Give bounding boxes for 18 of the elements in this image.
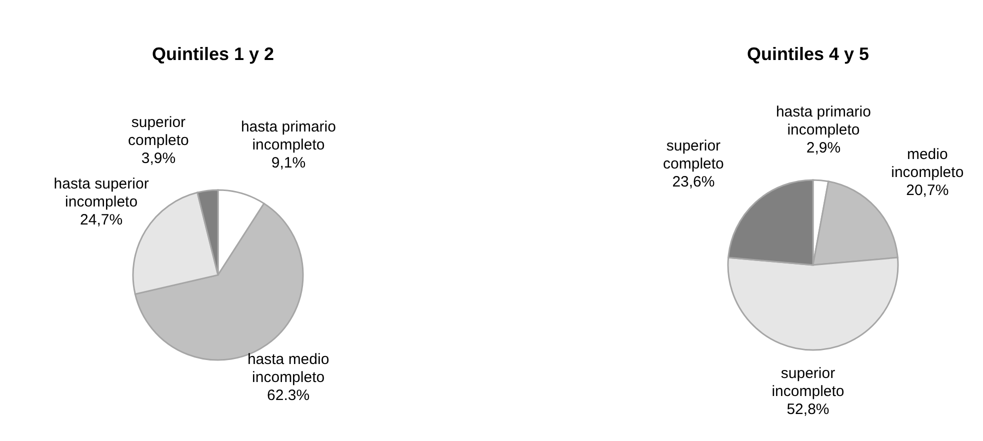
slice-label: superior incompleto (772, 364, 844, 400)
data-label: 9,1% (271, 154, 306, 171)
slice-label: superior completo (128, 113, 189, 148)
slice-label: hasta primario incompleto (776, 103, 871, 138)
slice-label: medio incompleto (891, 145, 964, 180)
slice-label: hasta superior incompleto (54, 175, 149, 210)
data-label: 62.3% (267, 386, 310, 404)
data-label: 52,8% (786, 400, 830, 418)
chart-title: Quintiles 4 y 5 (746, 44, 870, 65)
data-label: 20,7% (906, 181, 949, 198)
slice-label: superior completo (663, 136, 724, 172)
data-label: 23,6% (672, 172, 715, 190)
chart-title: Quintiles 1 y 2 (150, 44, 276, 65)
data-label: 24,7% (80, 211, 123, 228)
slice-label: hasta medio incompleto (247, 350, 330, 386)
data-label: 3,9% (141, 149, 176, 166)
data-label: 2,9% (806, 139, 841, 156)
slice-label: hasta primario incompleto (240, 118, 336, 153)
